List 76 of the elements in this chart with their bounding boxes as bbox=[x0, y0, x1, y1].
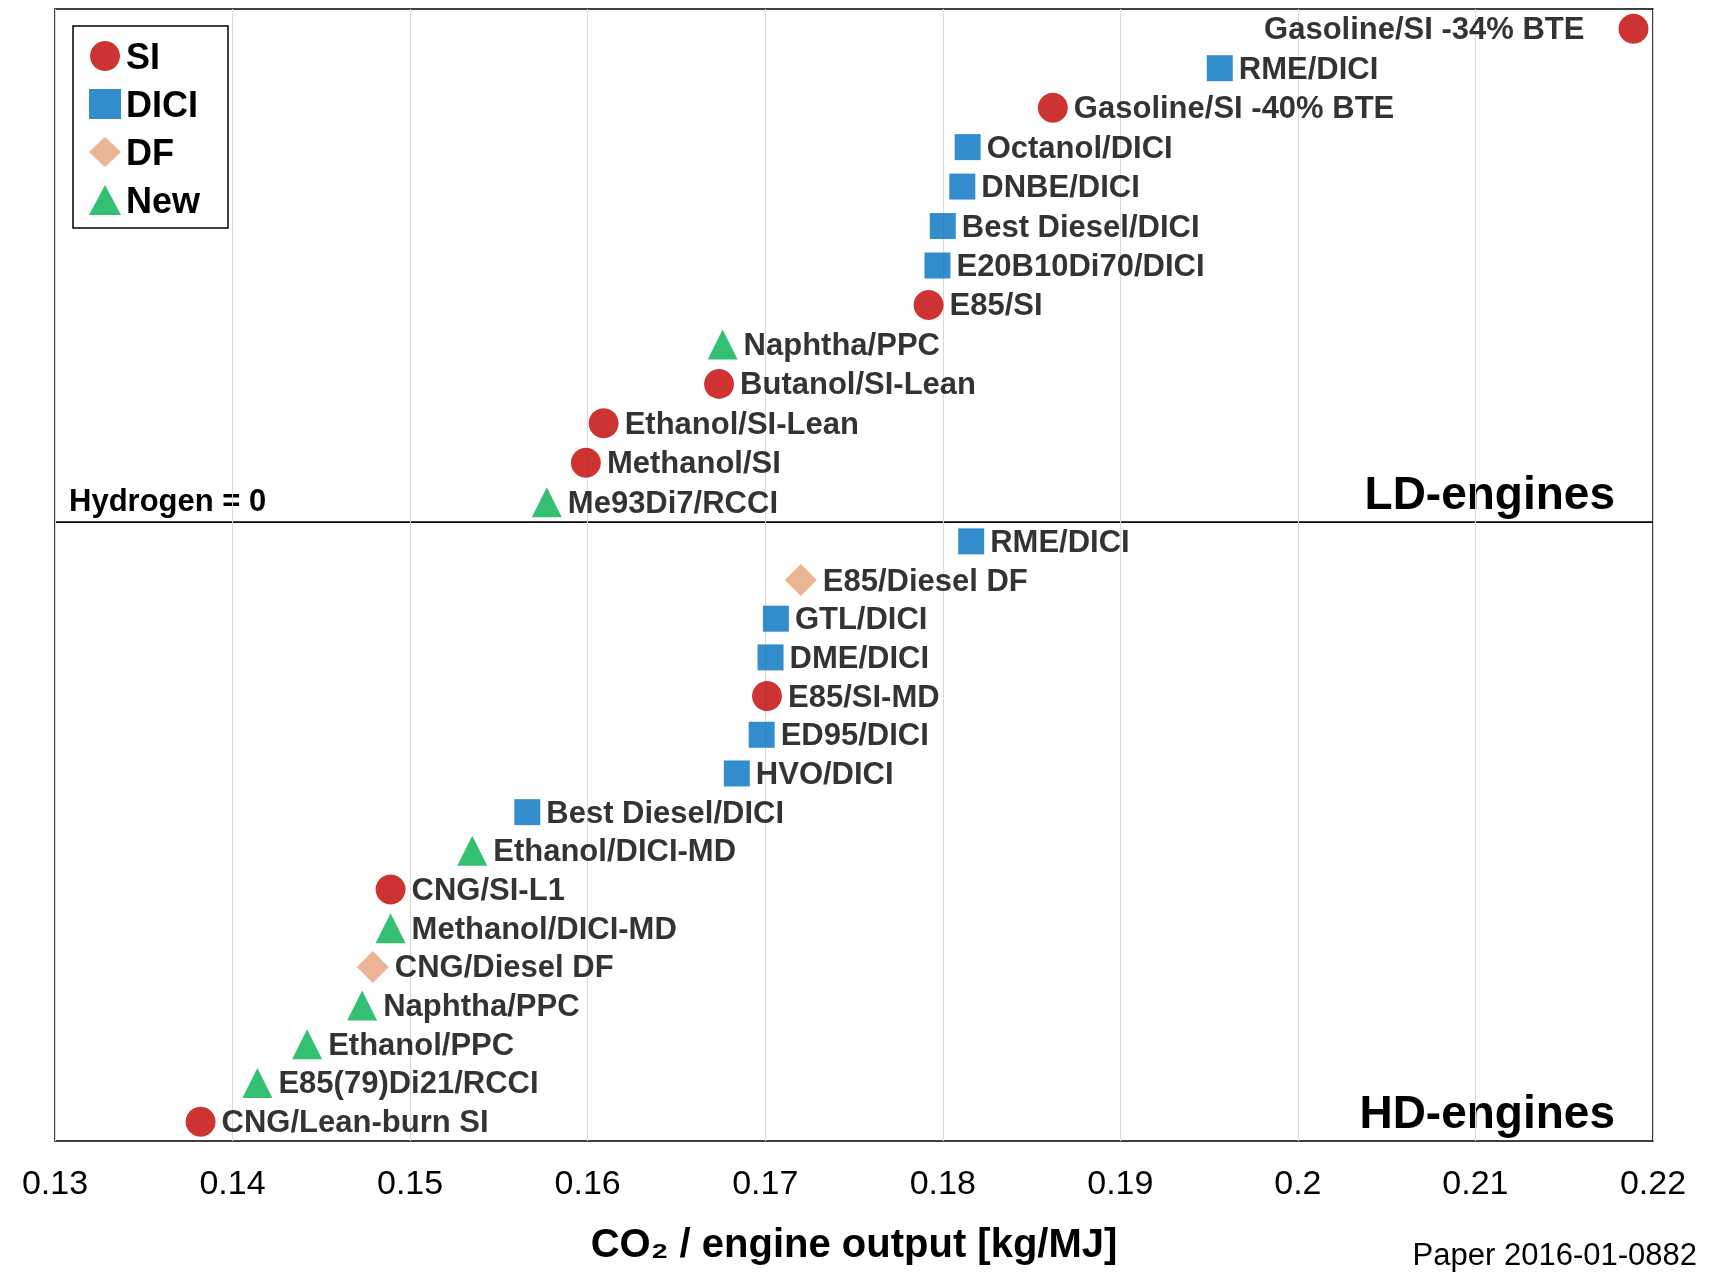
point bbox=[954, 134, 981, 161]
category-label: Methanol/SI bbox=[606, 445, 781, 481]
x-tick-label: 0.18 bbox=[909, 1163, 976, 1201]
category-label: E85(79)Di21/RCCI bbox=[278, 1065, 539, 1101]
legend-label: New bbox=[126, 179, 202, 221]
annotation: LD-engines bbox=[1364, 467, 1616, 519]
category-label: DNBE/DICI bbox=[981, 169, 1140, 205]
point bbox=[514, 799, 541, 826]
category-label: RME/DICI bbox=[990, 523, 1130, 559]
category-label: Methanol/DICI-MD bbox=[411, 910, 677, 946]
x-tick-label: 0.16 bbox=[554, 1163, 621, 1201]
category-label: GTL/DICI bbox=[794, 601, 928, 637]
category-label: Gasoline/SI -34% BTE bbox=[1264, 11, 1585, 47]
point bbox=[356, 950, 389, 983]
point bbox=[752, 681, 782, 712]
category-label: E20B10Di70/DICI bbox=[956, 248, 1205, 283]
category-label: DME/DICI bbox=[789, 639, 930, 675]
category-label: Best Diesel/DICI bbox=[546, 794, 785, 830]
x-tick-label: 0.21 bbox=[1442, 1163, 1509, 1201]
category-label: E85/SI bbox=[949, 287, 1043, 323]
x-tick-label: 0.19 bbox=[1087, 1163, 1154, 1201]
point bbox=[784, 564, 817, 597]
point bbox=[707, 329, 738, 360]
category-label: CNG/Lean-burn SI bbox=[221, 1104, 489, 1140]
point bbox=[757, 644, 784, 671]
category-label: Naphtha/PPC bbox=[743, 326, 940, 362]
annotation: HD-engines bbox=[1359, 1086, 1616, 1138]
point bbox=[375, 913, 406, 944]
point bbox=[1618, 13, 1649, 44]
legend-label: SI bbox=[126, 35, 161, 77]
point bbox=[958, 528, 985, 555]
point bbox=[949, 173, 976, 200]
point bbox=[292, 1029, 323, 1060]
x-tick-label: 0.15 bbox=[377, 1163, 444, 1201]
category-label: HVO/DICI bbox=[755, 755, 894, 791]
point bbox=[1037, 92, 1068, 123]
point bbox=[242, 1067, 273, 1098]
point bbox=[1206, 55, 1233, 82]
point bbox=[347, 990, 378, 1021]
category-label: E85/Diesel DF bbox=[822, 562, 1028, 598]
x-tick-label: 0.2 bbox=[1274, 1163, 1322, 1201]
category-label: Best Diesel/DICI bbox=[961, 208, 1200, 244]
point bbox=[913, 289, 944, 320]
category-label: Ethanol/SI-Lean bbox=[624, 405, 859, 441]
category-label: RME/DICI bbox=[1238, 50, 1379, 86]
category-label: E85/SI-MD bbox=[788, 678, 940, 714]
point bbox=[185, 1106, 216, 1137]
x-axis-title: CO₂ / engine output [kg/MJ] bbox=[590, 1221, 1118, 1265]
point bbox=[762, 605, 789, 632]
legend-label: DICI bbox=[126, 83, 198, 125]
point bbox=[531, 487, 562, 518]
category-label: Ethanol/DICI-MD bbox=[493, 833, 737, 869]
x-tick-label: 0.13 bbox=[21, 1163, 89, 1201]
category-label: Naphtha/PPC bbox=[383, 988, 580, 1024]
point bbox=[748, 721, 775, 748]
category-label: Octanol/DICI bbox=[986, 129, 1173, 165]
category-label: CNG/SI-L1 bbox=[411, 872, 565, 908]
point bbox=[457, 835, 488, 866]
x-tick-label: 0.17 bbox=[732, 1163, 799, 1201]
point bbox=[570, 447, 601, 478]
category-label: CNG/Diesel DF bbox=[394, 949, 614, 985]
x-tick-label: 0.14 bbox=[199, 1163, 266, 1201]
legend-label: DF bbox=[126, 131, 174, 173]
point bbox=[924, 252, 951, 279]
category-label: Butanol/SI-Lean bbox=[740, 366, 977, 402]
x-tick-label: 0.22 bbox=[1619, 1163, 1687, 1201]
text: Paper 2016-01-0882 bbox=[1412, 1237, 1697, 1272]
category-label: Me93Di7/RCCI bbox=[567, 484, 779, 520]
category-label: Ethanol/PPC bbox=[328, 1026, 515, 1062]
point bbox=[723, 760, 750, 787]
point bbox=[929, 213, 956, 240]
point bbox=[704, 368, 735, 399]
category-label: Gasoline/SI -40% BTE bbox=[1073, 90, 1395, 126]
point bbox=[588, 408, 619, 439]
point bbox=[375, 874, 406, 905]
category-label: ED95/DICI bbox=[780, 717, 929, 753]
